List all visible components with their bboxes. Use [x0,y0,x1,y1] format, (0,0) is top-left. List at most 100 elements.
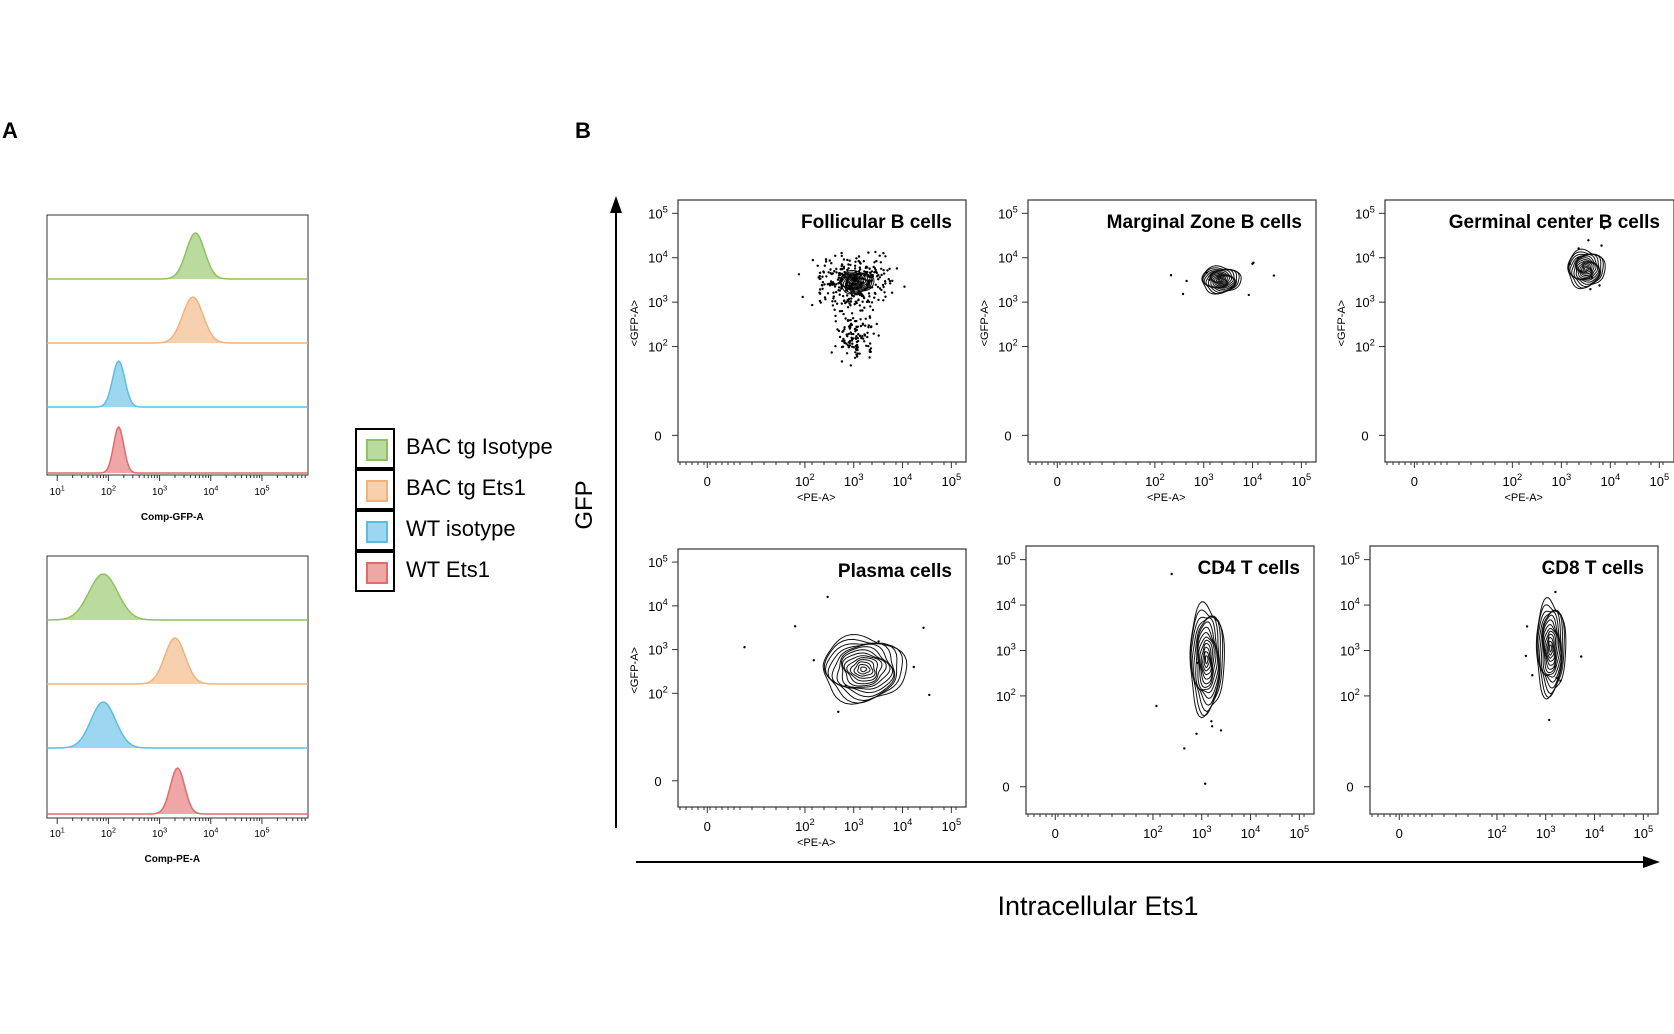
event-dot [866,275,869,278]
contour-line [1582,265,1590,273]
event-dot [812,659,815,662]
event-dot [837,710,840,713]
x-tick-label: 102 [1143,824,1163,841]
event-dot [820,283,824,287]
event-dot [816,264,819,267]
event-dot [1598,284,1601,287]
event-dot [882,272,886,275]
x-tick-label: 102 [101,826,116,841]
event-dot [873,261,876,264]
event-dot [1185,279,1188,283]
contour-line [1218,278,1224,282]
y-tick-label: 104 [996,596,1016,613]
event-dot [875,322,878,326]
event-dot [891,279,894,282]
event-dot [832,295,835,298]
event-dot [818,271,822,274]
event-dot [844,301,847,305]
event-dot [928,693,931,697]
event-dot [863,306,866,309]
event-dot [888,280,892,283]
event-dot [793,625,797,628]
plot-frame [1025,545,1315,815]
contour-line [854,280,858,284]
event-dot [1590,276,1593,279]
event-dot [826,595,829,599]
event-dot [868,267,871,270]
x-tick-label: 0 [1411,474,1418,489]
event-dot [869,325,873,329]
contour-line [1549,644,1553,653]
legend-swatch [366,521,388,543]
event-dot [847,263,850,266]
event-dot [848,259,851,262]
event-dot [1195,732,1198,735]
event-dot [848,344,852,347]
event-dot [851,337,855,340]
plot-frame [1384,199,1674,463]
event-dot [855,257,858,260]
event-dot [870,276,873,279]
event-dot [854,330,857,333]
event-dot [837,272,841,275]
event-dot [882,268,885,272]
event-dot [851,282,854,285]
event-dot [886,269,889,272]
event-dot [835,283,838,286]
event-dot [868,356,871,359]
legend-label: BAC tg Ets1 [406,475,526,500]
y-tick-label: 104 [648,249,668,266]
event-dot [880,273,883,277]
x-tick-label: 103 [152,484,167,499]
event-dot [888,267,891,270]
event-dot [855,293,859,296]
histogram-series [47,296,308,344]
event-dot [840,254,843,258]
event-dot [842,265,846,268]
event-dot [859,282,863,285]
event-dot [863,270,866,273]
histogram-series [47,425,308,474]
event-dot [869,347,873,350]
event-dot [849,331,852,334]
event-dot [838,335,842,339]
event-dot [845,280,848,284]
contour-line [1200,642,1212,676]
event-dot [841,339,844,343]
event-dot [849,275,852,278]
event-dot [869,286,872,289]
event-dot [878,254,881,257]
x-tick-label: 0 [1054,474,1061,489]
x-tick-label: 105 [254,484,269,499]
contour-line [1210,271,1234,288]
legend-label: BAC tg Isotype [406,434,553,459]
event-dot [872,265,875,269]
event-dot [895,267,899,270]
event-dot [1252,261,1255,264]
plot-frame [677,548,967,808]
event-dot [865,344,868,347]
event-dot [866,299,870,302]
event-dot [823,283,826,286]
event-dot [847,267,850,270]
event-dot [873,296,876,299]
x-axis-label: <PE-A> [797,837,836,849]
event-dot [884,282,887,285]
event-dot [871,308,875,312]
contour-line [1567,248,1606,290]
x-tick-label: 102 [1145,472,1165,489]
y-tick-label: 102 [1340,687,1360,704]
event-dot [862,260,865,263]
event-dot [843,326,846,329]
event-dot [839,273,842,277]
event-dot [882,299,885,302]
y-tick-label: 104 [648,597,668,614]
contour-line [1544,630,1557,666]
event-dot [877,298,880,302]
event-dot [884,255,887,258]
event-dot [853,303,856,306]
event-dot [841,294,845,298]
event-dot [1183,747,1186,750]
event-dot [867,282,870,285]
event-dot [854,351,857,354]
